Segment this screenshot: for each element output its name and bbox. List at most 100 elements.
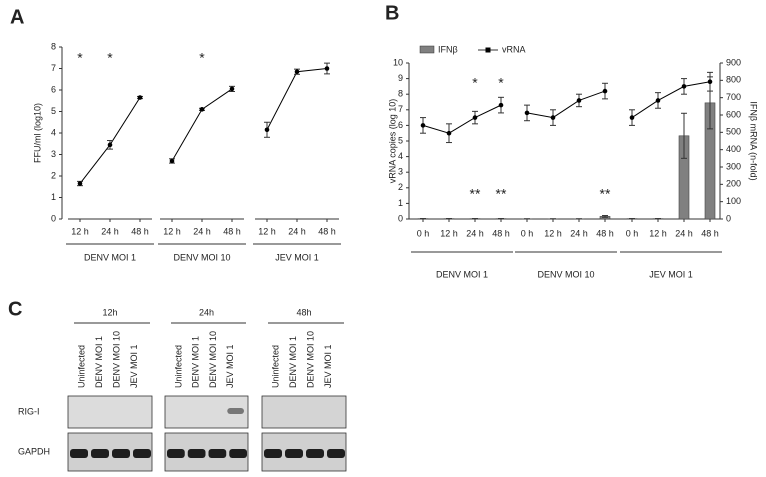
- y-tick-label: 6: [398, 120, 403, 130]
- gapdh-band: [187, 449, 206, 458]
- y-tick-label: 2: [398, 182, 403, 192]
- legend-label: IFNβ: [438, 44, 458, 54]
- series-line: [631, 81, 711, 119]
- gapdh-band: [306, 449, 324, 458]
- y2-tick-label: 900: [726, 57, 741, 67]
- y2-tick-label: 0: [726, 213, 731, 223]
- x-tick-label: 48 h: [701, 228, 719, 238]
- y-axis-label: FFU/ml (log10): [32, 103, 42, 163]
- lane-label: DENV MOI 1: [191, 336, 201, 388]
- point: [550, 115, 556, 120]
- point: [472, 115, 478, 120]
- y-tick-label: 0: [398, 213, 403, 223]
- x-tick-label: 12 h: [71, 226, 89, 236]
- y2-tick-label: 300: [726, 161, 741, 171]
- significance-star: *: [107, 50, 113, 66]
- lane-label: DENV MOI 10: [208, 331, 218, 388]
- y-tick-label: 2: [51, 170, 56, 180]
- point: [137, 95, 143, 100]
- x-tick-label: 48 h: [492, 228, 510, 238]
- group-label: DENV MOI 10: [173, 252, 230, 262]
- legend-marker: [485, 47, 491, 53]
- x-tick-label: 12 h: [440, 228, 458, 238]
- point: [655, 98, 661, 103]
- point: [107, 142, 113, 148]
- x-tick-label: 0 h: [521, 228, 534, 238]
- y-tick-label: 3: [51, 149, 56, 159]
- point: [629, 115, 635, 120]
- group-label: JEV MOI 1: [275, 252, 319, 262]
- significance-star: *: [472, 75, 478, 91]
- x-tick-label: 0 h: [626, 228, 639, 238]
- y-tick-label: 6: [51, 84, 56, 94]
- y-tick-label: 5: [51, 106, 56, 116]
- gapdh-band: [285, 449, 303, 458]
- point: [576, 98, 582, 103]
- series-line: [526, 90, 606, 119]
- y2-tick-label: 500: [726, 127, 741, 137]
- y2-tick-label: 800: [726, 75, 741, 85]
- lane-label: Uninfected: [173, 345, 183, 388]
- panel-letter: C: [8, 298, 22, 320]
- y-tick-label: 4: [398, 151, 403, 161]
- y-tick-label: 8: [398, 89, 403, 99]
- group-label: DENV MOI 1: [436, 269, 488, 279]
- gapdh-band: [112, 449, 130, 458]
- point: [77, 181, 83, 186]
- y-tick-label: 3: [398, 167, 403, 177]
- y2-tick-label: 400: [726, 144, 741, 154]
- point: [199, 107, 205, 112]
- gapdh-band: [91, 449, 109, 458]
- row-label: RIG-I: [18, 406, 40, 416]
- point: [169, 158, 175, 164]
- point: [294, 69, 300, 75]
- lane-label: DENV MOI 1: [94, 336, 104, 388]
- x-tick-label: 12 h: [544, 228, 562, 238]
- blot-rig-i: [67, 395, 153, 429]
- y2-tick-label: 700: [726, 92, 741, 102]
- y-tick-label: 8: [51, 41, 56, 51]
- series-line: [171, 88, 233, 162]
- point: [420, 123, 426, 128]
- lane-label: JEV MOI 1: [225, 344, 235, 388]
- point: [324, 66, 330, 71]
- lane-label: Uninfected: [270, 345, 280, 388]
- x-tick-label: 12 h: [649, 228, 667, 238]
- y-tick-label: 7: [51, 63, 56, 73]
- x-tick-label: 24 h: [570, 228, 588, 238]
- gapdh-band: [70, 449, 88, 458]
- legend-swatch: [419, 45, 435, 54]
- point: [264, 127, 270, 133]
- y2-tick-label: 200: [726, 179, 741, 189]
- gapdh-band: [133, 449, 151, 458]
- y2-tick-label: 100: [726, 196, 741, 206]
- group-label: DENV MOI 10: [537, 269, 594, 279]
- significance-star: **: [470, 186, 481, 202]
- gapdh-band: [327, 449, 345, 458]
- y-tick-label: 7: [398, 104, 403, 114]
- point: [229, 86, 235, 92]
- rig-i-band: [227, 408, 244, 414]
- gapdh-band: [208, 449, 227, 458]
- lane-label: DENV MOI 10: [111, 331, 121, 388]
- x-tick-label: 48 h: [318, 226, 336, 236]
- y-tick-label: 10: [393, 57, 403, 67]
- x-tick-label: 24 h: [288, 226, 306, 236]
- y-tick-label: 0: [51, 213, 56, 223]
- y2-axis-label: IFNβ mRNA (n-fold): [749, 101, 759, 180]
- point: [498, 102, 504, 108]
- time-label: 12h: [102, 307, 117, 317]
- x-tick-label: 48 h: [131, 226, 149, 236]
- significance-star: *: [77, 50, 83, 66]
- x-tick-label: 48 h: [223, 226, 241, 236]
- x-tick-label: 24 h: [675, 228, 693, 238]
- series-line: [266, 68, 328, 131]
- lane-label: JEV MOI 1: [323, 344, 333, 388]
- x-tick-label: 12 h: [163, 226, 181, 236]
- group-label: JEV MOI 1: [649, 269, 693, 279]
- significance-star: *: [498, 75, 504, 91]
- series-line: [422, 104, 502, 134]
- point: [446, 130, 452, 136]
- x-tick-label: 24 h: [101, 226, 119, 236]
